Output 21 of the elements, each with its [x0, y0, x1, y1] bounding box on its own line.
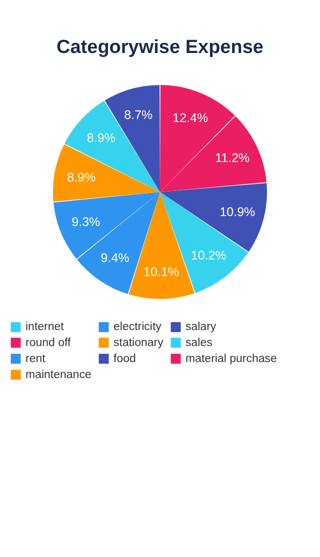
legend-label: salary [186, 321, 216, 334]
data-label: 8.9% [86, 130, 116, 145]
legend-label: round off [26, 336, 72, 349]
data-label: 9.4% [100, 251, 130, 266]
legend-label: electricity [114, 321, 162, 334]
legend-label: sales [186, 336, 213, 349]
data-label: 10.9% [220, 205, 256, 220]
legend-label: maintenance [26, 368, 92, 381]
data-label: 9.3% [72, 215, 100, 230]
legend-label: food [114, 352, 136, 365]
data-label: 8.9% [67, 170, 96, 184]
data-label: 11.2% [215, 150, 250, 165]
legend-label: stationary [114, 336, 164, 349]
data-label: 10.1% [144, 264, 179, 279]
legend-label: internet [26, 321, 65, 334]
legend-label: material purchase [186, 352, 277, 365]
data-label: 12.4% [172, 110, 208, 125]
data-label: 8.7% [124, 108, 153, 122]
data-label: 10.2% [190, 248, 226, 263]
legend-label: rent [26, 352, 46, 365]
chart-title: Categorywise Expense [56, 37, 264, 58]
